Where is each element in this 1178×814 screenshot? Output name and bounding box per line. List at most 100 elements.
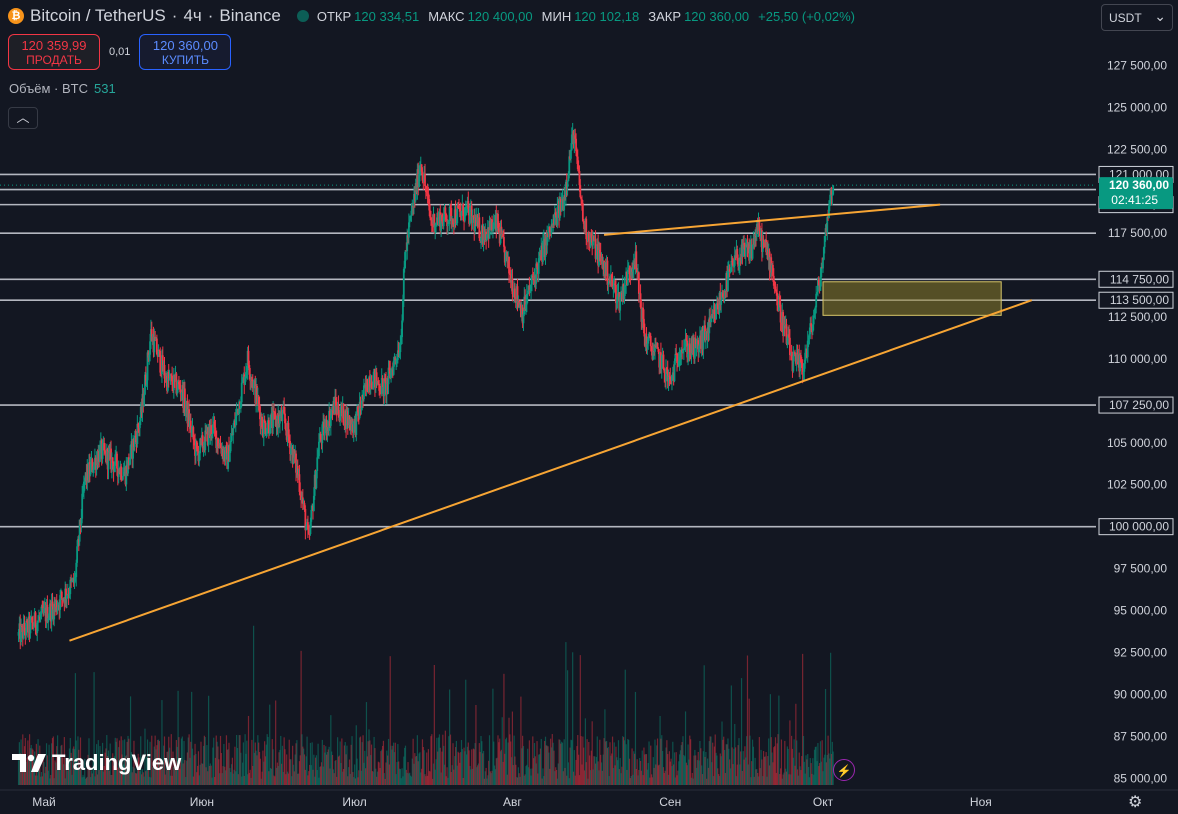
collapse-legend-button[interactable]: ︿ <box>8 107 38 129</box>
volume-bar <box>690 777 693 785</box>
candle-body <box>404 250 407 261</box>
volume-bar <box>656 738 659 785</box>
volume-indicator-legend[interactable]: Объём · BTC 531 <box>9 81 116 96</box>
candle-body <box>420 164 423 172</box>
volume-bar <box>468 750 470 785</box>
lightning-icon[interactable]: ⚡ <box>833 759 855 781</box>
sell-button[interactable]: 120 359,99 ПРОДАТЬ <box>8 34 100 70</box>
candle-body <box>139 406 142 422</box>
volume-bar <box>404 745 407 785</box>
volume-bar <box>723 749 726 785</box>
volume-bar <box>595 756 598 785</box>
candle-body <box>736 249 739 261</box>
volume-bar <box>810 763 812 785</box>
volume-bar <box>425 776 427 785</box>
volume-bar <box>645 754 647 785</box>
volume-bar <box>499 738 501 785</box>
market-status-icon[interactable] <box>296 10 309 22</box>
gear-icon[interactable]: ⚙ <box>1128 794 1143 811</box>
volume-bar <box>67 770 69 785</box>
separator-dot: · <box>171 6 178 25</box>
candlesticks <box>17 122 835 650</box>
candle-body <box>782 312 785 337</box>
volume-bar <box>376 776 378 785</box>
candle-body <box>355 411 358 435</box>
volume-bar <box>715 752 717 785</box>
candle-body <box>733 255 736 266</box>
candle-body <box>526 293 529 295</box>
volume-bar <box>820 761 822 785</box>
volume-bar <box>465 754 468 785</box>
candle-body <box>406 235 409 252</box>
volume-bar <box>314 757 317 785</box>
candle-body <box>289 440 291 455</box>
candle-body <box>143 394 146 406</box>
volume-bar <box>344 742 346 785</box>
volume-bar <box>729 759 731 785</box>
volume-bar <box>809 758 811 785</box>
candle-body <box>554 212 557 216</box>
volume-bar <box>348 759 351 785</box>
volume-bar <box>600 754 602 785</box>
volume-bar <box>464 751 466 785</box>
volume-bar <box>83 776 85 785</box>
candle-body <box>454 209 457 224</box>
volume-bar <box>337 756 340 785</box>
volume-bar <box>329 768 331 785</box>
volume-bar <box>691 772 693 785</box>
volume-bar <box>126 741 128 785</box>
volume-bar <box>693 755 695 785</box>
volume-bar <box>167 751 169 785</box>
volume-bar <box>772 762 774 785</box>
volume-bar <box>61 744 63 785</box>
candle-body <box>779 304 782 323</box>
volume-bar <box>311 742 313 785</box>
candle-body <box>175 373 178 394</box>
candle-body <box>269 414 272 434</box>
currency-select[interactable]: USDT ⌄ <box>1101 4 1173 31</box>
volume-bar <box>66 769 68 785</box>
volume-bar <box>381 749 383 785</box>
volume-bar <box>347 776 349 785</box>
candle-body <box>157 349 160 357</box>
candle-body <box>550 224 553 234</box>
candle-body <box>29 618 32 634</box>
candle-body <box>563 194 566 211</box>
volume-bar <box>196 765 199 785</box>
candle-body <box>826 217 829 233</box>
candle-body <box>783 325 785 337</box>
volume-bar <box>522 746 525 785</box>
volume-bar <box>398 761 400 785</box>
symbol-name[interactable]: Bitcoin / TetherUS <box>30 6 166 25</box>
volume-bar <box>90 777 92 785</box>
candle-body <box>283 406 286 414</box>
volume-bar <box>366 756 368 785</box>
candle-body <box>491 219 493 231</box>
volume-bar <box>151 735 153 785</box>
volume-bar <box>768 738 770 785</box>
volume-bar <box>115 741 117 785</box>
candle-body <box>516 286 519 303</box>
candle-body <box>467 201 470 209</box>
volume-bar <box>251 739 253 785</box>
volume-bar <box>507 742 509 785</box>
volume-bar <box>390 745 392 785</box>
volume-bar <box>447 777 449 785</box>
volume-bar <box>144 728 146 785</box>
buy-button[interactable]: 120 360,00 КУПИТЬ <box>139 34 232 70</box>
candle-body <box>678 357 681 361</box>
volume-bar <box>435 759 437 785</box>
volume-bar <box>824 689 827 785</box>
volume-bar <box>415 756 417 785</box>
volume-bar <box>706 758 709 785</box>
candle-body <box>56 607 59 611</box>
candle-body <box>577 169 580 171</box>
volume-bar <box>762 776 764 785</box>
candle-body <box>738 257 741 267</box>
volume-bar <box>563 739 565 785</box>
tradingview-logo[interactable]: TradingView <box>12 750 181 776</box>
interval-label[interactable]: 4ч <box>183 6 202 25</box>
volume-bar <box>63 737 65 785</box>
